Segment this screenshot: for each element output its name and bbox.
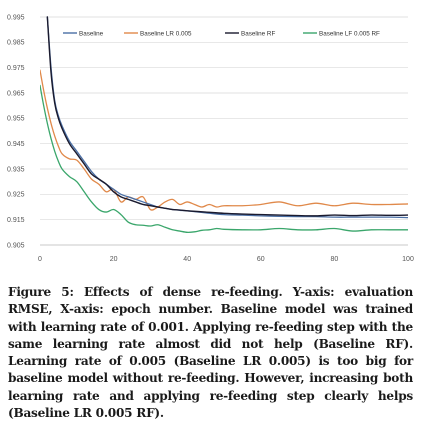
y-tick-label: 0.925 [7, 192, 25, 199]
y-tick-label: 0.975 [7, 65, 25, 72]
chart-area: 0.905 0.915 0.925 0.935 0.945 0.955 0.965 0.975… [7, 14, 414, 263]
x-tick-label: 60 [257, 256, 265, 263]
y-tick-label: 0.995 [7, 14, 25, 21]
legend: Baseline Baseline LR 0.005 Baseline RF Base… [63, 30, 380, 37]
x-tick-label: 80 [331, 256, 339, 263]
legend-label: Baseline RF [241, 30, 275, 37]
series-line-3 [40, 84, 408, 234]
x-tick-label: 40 [183, 256, 191, 263]
x-tick-label: 0 [38, 256, 42, 263]
legend-label: Baseline LF 0.005 RF [319, 30, 380, 37]
y-tick-label: 0.945 [7, 141, 25, 148]
y-tick-label: 0.955 [7, 116, 25, 123]
gridlines [40, 16, 408, 246]
series-lines [40, 16, 408, 234]
y-tick-label: 0.935 [7, 166, 25, 173]
series-line-1 [40, 69, 408, 211]
tick-labels: 0.905 0.915 0.925 0.935 0.945 0.955 0.965 0.975… [7, 14, 414, 263]
y-tick-label: 0.985 [7, 40, 25, 47]
y-tick-label: 0.965 [7, 90, 25, 97]
x-tick-label: 100 [402, 256, 414, 263]
legend-label: Baseline LR 0.005 [140, 30, 192, 37]
series-line-2 [46, 16, 408, 217]
y-tick-label: 0.915 [7, 217, 25, 224]
rmse-line-chart: 0.905 0.915 0.925 0.935 0.945 0.955 0.965 0.975… [7, 14, 414, 263]
figure-caption: Figure 5: Effects of dense re-feeding. Y… [8, 285, 413, 421]
x-tick-label: 20 [110, 256, 118, 263]
legend-label: Baseline [79, 30, 104, 37]
y-tick-label: 0.905 [7, 242, 25, 249]
